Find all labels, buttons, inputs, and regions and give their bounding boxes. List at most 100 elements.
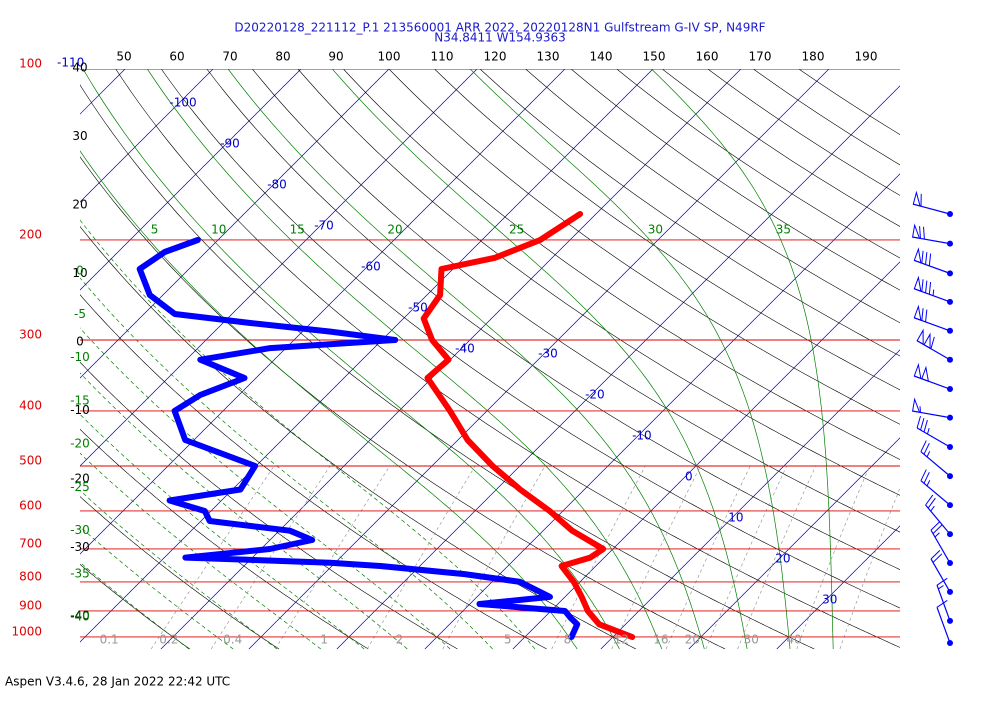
- isotherm-label: 30: [822, 593, 837, 607]
- mixing-ratio-line: [797, 466, 870, 649]
- barb-base: [947, 211, 953, 217]
- wind-barb: [914, 249, 953, 276]
- barb-base: [947, 502, 953, 508]
- mixing-ratio-label: 0.2: [159, 633, 178, 647]
- mixing-ratio-label: 0.1: [100, 633, 119, 647]
- isobar-label: 100: [19, 57, 42, 71]
- dry-adiabat-label: 120: [484, 50, 507, 64]
- barb-flag: [929, 254, 930, 266]
- isotherm: [0, 69, 213, 649]
- mixing-ratio-label: 16: [653, 633, 668, 647]
- barb-flag: [920, 226, 921, 238]
- dry-adiabat: [617, 69, 1000, 649]
- moist-adiabat: [0, 69, 189, 649]
- isobar-label: 1000: [11, 624, 42, 638]
- barb-base: [947, 444, 953, 450]
- footer: Aspen V3.4.6, 28 Jan 2022 22:42 UTC: [5, 675, 230, 689]
- barb-pennant: [913, 225, 920, 238]
- isobar-label: 500: [19, 453, 42, 467]
- barb-shaft: [917, 428, 950, 447]
- dry-adiabat: [0, 69, 190, 649]
- barb-base: [947, 640, 953, 646]
- isotherm: [425, 69, 1000, 649]
- dry-adiabat-label: 40: [72, 61, 87, 75]
- wind-barb: [913, 399, 953, 420]
- isobar-label: 700: [19, 536, 42, 550]
- barb-shaft: [926, 505, 950, 534]
- mixing-ratio-label: 8: [564, 633, 572, 647]
- isotherm-label: 20: [775, 552, 790, 566]
- mixing-ratio-label: 30: [744, 633, 759, 647]
- isotherm-label: -50: [408, 301, 428, 315]
- isotherm-label: -90: [220, 137, 240, 151]
- barb-half: [931, 506, 935, 511]
- dry-adiabat: [435, 69, 1000, 649]
- mixing-ratio-label: 12: [614, 633, 629, 647]
- mixing-ratio-label: 20: [685, 633, 700, 647]
- mixing-ratio-label: 0.4: [223, 633, 242, 647]
- barb-flag: [922, 308, 923, 320]
- barb-half: [927, 480, 930, 486]
- moist-adiabat-label: 10: [211, 223, 226, 237]
- barb-base: [947, 415, 953, 421]
- isobar-label: 800: [19, 569, 42, 583]
- barb-base: [947, 531, 953, 537]
- dry-adiabat-label: 20: [72, 198, 87, 212]
- isotherm-label: -30: [538, 347, 558, 361]
- barb-base: [947, 299, 953, 305]
- moist-adiabat-label: -15: [70, 393, 90, 407]
- moist-adiabat-label: -20: [70, 437, 90, 451]
- barb-flag: [921, 418, 924, 430]
- dry-adiabat-label: -30: [70, 540, 90, 554]
- wind-barb: [931, 550, 953, 595]
- barb-base: [947, 357, 953, 363]
- dry-adiabat-label: 80: [275, 50, 290, 64]
- barb-pennant: [914, 365, 921, 379]
- isotherm-label: -70: [314, 219, 334, 233]
- barb-pennant: [917, 330, 923, 344]
- moist-adiabat-label: 0: [76, 264, 84, 278]
- plot-area: [0, 69, 1000, 649]
- dry-adiabat-label: 190: [855, 50, 878, 64]
- dry-adiabat-label: 150: [643, 50, 666, 64]
- wind-barb: [914, 365, 953, 392]
- wind-barb: [913, 225, 953, 246]
- dry-adiabat: [799, 69, 1000, 649]
- isotherm-label: 10: [728, 511, 743, 525]
- barb-pennant: [922, 368, 929, 382]
- isobar-label: 600: [19, 498, 42, 512]
- barb-flag: [917, 416, 920, 428]
- barb-pennant: [914, 307, 921, 321]
- dry-adiabat-label: 30: [72, 129, 87, 143]
- chart-subtitle: N34.8411 W154.9363: [434, 31, 566, 45]
- mixing-ratio-label: 2: [396, 633, 404, 647]
- dry-adiabat: [298, 69, 1000, 649]
- barb-pennant: [914, 249, 921, 263]
- isotherm-label: -20: [585, 388, 605, 402]
- moist-adiabat-label: 30: [648, 223, 663, 237]
- barb-shaft: [937, 607, 950, 643]
- dry-adiabat-label: 180: [802, 50, 825, 64]
- mixing-ratio-label: 40: [786, 633, 801, 647]
- dry-adiabat-label: 60: [169, 50, 184, 64]
- dry-adiabat-label: 0: [76, 335, 84, 349]
- moist-adiabat-label: -35: [70, 566, 90, 580]
- dry-adiabat-label: 160: [696, 50, 719, 64]
- moist-adiabat-label: 35: [776, 223, 791, 237]
- dry-adiabat: [480, 69, 1000, 649]
- barb-flag: [926, 281, 927, 293]
- barb-half: [935, 533, 939, 537]
- mixing-ratio-line: [367, 466, 475, 649]
- dry-adiabat: [343, 69, 1000, 649]
- dry-adiabat-label: 50: [116, 50, 131, 64]
- barb-flag: [926, 310, 927, 322]
- isotherm: [601, 69, 1000, 649]
- barb-flag: [924, 227, 925, 239]
- isotherm-label: -80: [267, 178, 287, 192]
- barb-flag: [937, 600, 947, 607]
- dry-adiabat-label: 100: [378, 50, 401, 64]
- isobar-label: 400: [19, 398, 42, 412]
- barb-flag: [926, 252, 927, 264]
- barb-base: [947, 328, 953, 334]
